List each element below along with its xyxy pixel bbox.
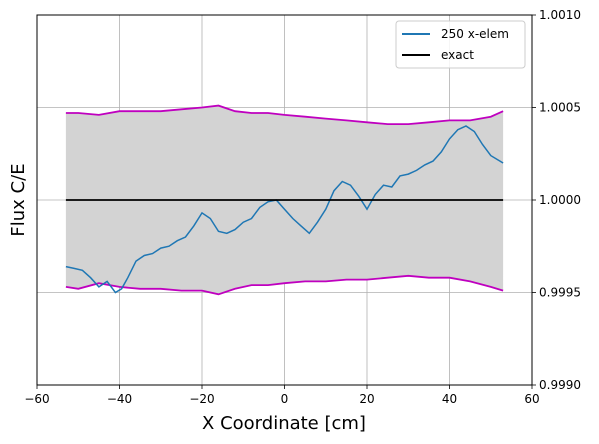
x-tick-label: 20 xyxy=(359,392,374,406)
x-tick-label: −20 xyxy=(189,392,214,406)
y-tick-label: 0.9990 xyxy=(539,378,581,392)
x-tick-label: −60 xyxy=(24,392,49,406)
legend-label-250-x-elem: 250 x-elem xyxy=(441,27,509,41)
y-ticks: 0.9990 0.9995 1.0000 1.0005 1.0010 xyxy=(532,8,581,392)
y-axis-label: Flux C/E xyxy=(8,163,29,236)
x-ticks: −60 −40 −20 0 20 40 60 xyxy=(24,385,540,406)
band-upper-edge xyxy=(65,104,504,125)
band-lower-edge xyxy=(65,274,504,296)
y-tick-label: 1.0005 xyxy=(539,101,581,115)
y-tick-label: 1.0010 xyxy=(539,8,581,22)
legend-label-exact: exact xyxy=(441,48,474,62)
series-line-250-x-elem xyxy=(65,125,504,294)
legend-box xyxy=(395,20,526,69)
series-lines xyxy=(65,125,504,294)
y-tick-label: 1.0000 xyxy=(539,193,581,207)
x-tick-label: 0 xyxy=(281,392,289,406)
x-tick-label: 60 xyxy=(524,392,539,406)
y-tick-label: 0.9995 xyxy=(539,286,581,300)
x-axis-label: X Coordinate [cm] xyxy=(202,413,366,434)
x-tick-label: −40 xyxy=(107,392,132,406)
legend: 250 x-elem exact xyxy=(395,20,526,69)
x-tick-label: 40 xyxy=(442,392,457,406)
